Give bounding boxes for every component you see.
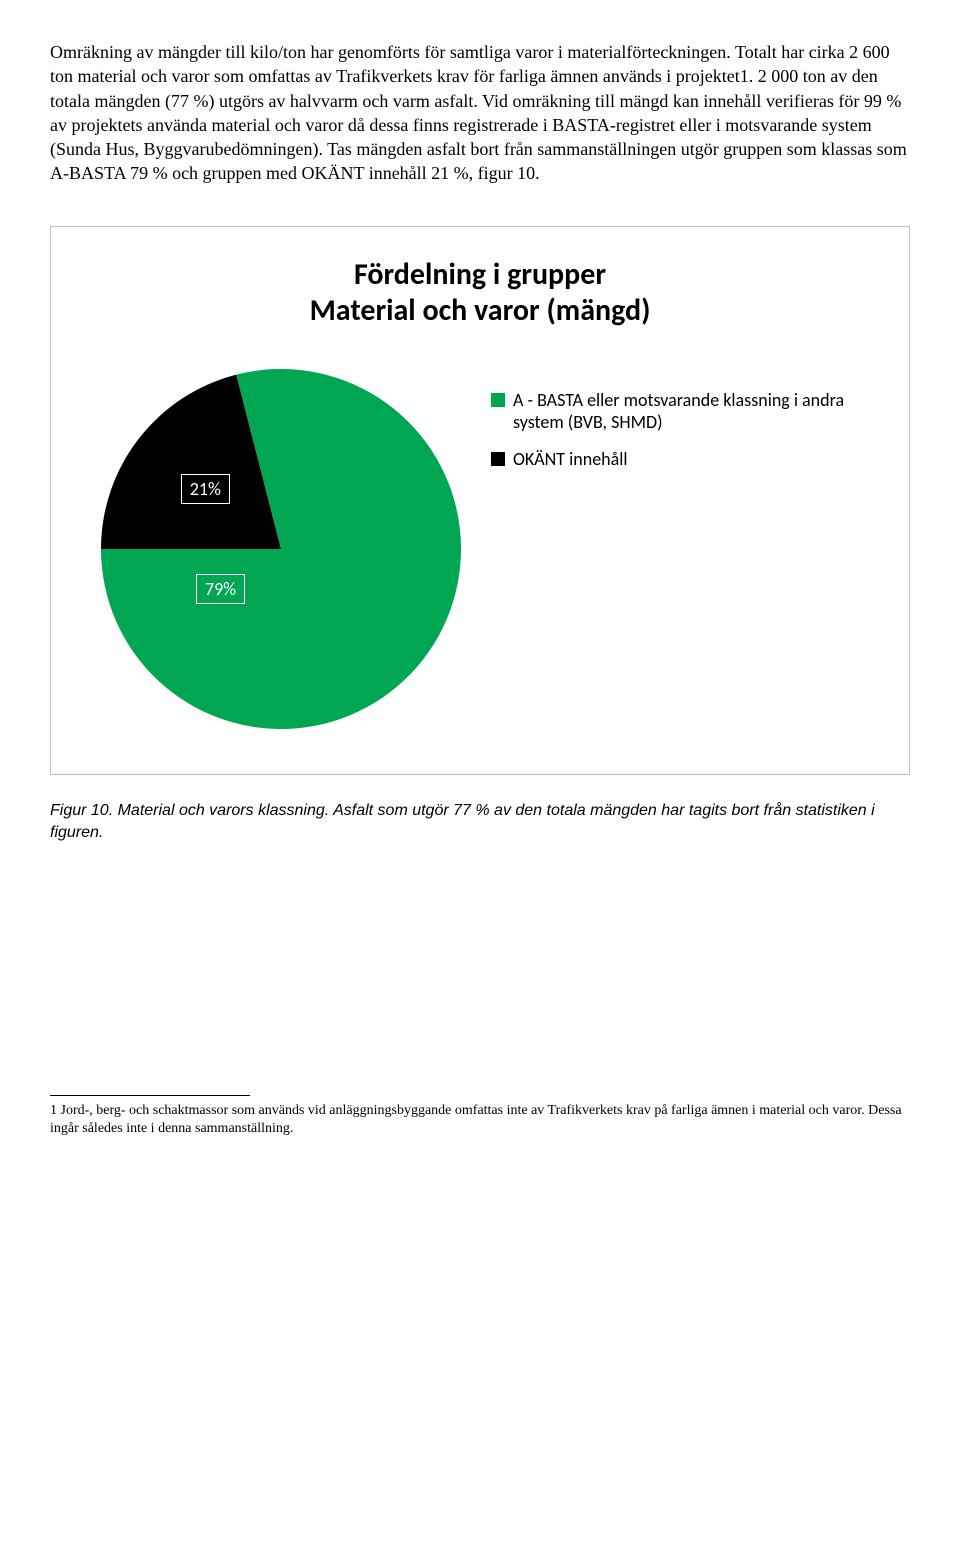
chart-title-line1: Fördelning i grupper <box>71 257 889 293</box>
pie-slice-label-1: 21% <box>181 474 230 504</box>
legend-swatch-0 <box>491 393 505 407</box>
legend-swatch-1 <box>491 452 505 466</box>
footnote-text: 1 Jord-, berg- och schaktmassor som anvä… <box>50 1102 910 1140</box>
chart-title-line2: Material och varor (mängd) <box>71 293 889 329</box>
chart-title: Fördelning i grupper Material och varor … <box>71 257 889 329</box>
pie-chart: 79% 21% <box>101 369 461 734</box>
legend-label-1: OKÄNT innehåll <box>513 448 628 471</box>
pie-chart-container: Fördelning i grupper Material och varor … <box>50 226 910 775</box>
pie-slice-label-0: 79% <box>196 574 245 604</box>
legend-item: OKÄNT innehåll <box>491 448 889 471</box>
chart-legend: A - BASTA eller motsvarande klassning i … <box>461 369 889 485</box>
footnote-separator <box>50 1095 250 1096</box>
body-paragraph: Omräkning av mängder till kilo/ton har g… <box>50 40 910 186</box>
legend-item: A - BASTA eller motsvarande klassning i … <box>491 389 889 434</box>
figure-caption: Figur 10. Material och varors klassning.… <box>50 800 910 845</box>
legend-label-0: A - BASTA eller motsvarande klassning i … <box>513 389 889 434</box>
